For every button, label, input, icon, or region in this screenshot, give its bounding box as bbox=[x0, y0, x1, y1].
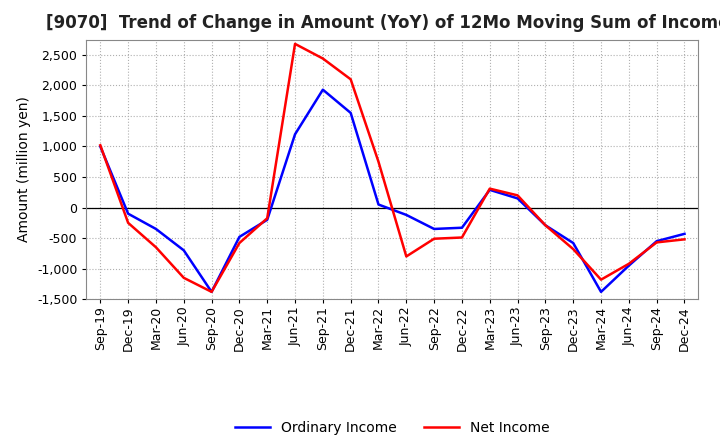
Ordinary Income bbox=[179, 248, 188, 253]
Net Income bbox=[207, 289, 216, 294]
Net Income bbox=[458, 235, 467, 240]
Net Income bbox=[485, 186, 494, 191]
Net Income bbox=[652, 240, 661, 245]
Ordinary Income bbox=[652, 238, 661, 244]
Net Income bbox=[374, 159, 383, 165]
Net Income bbox=[541, 223, 550, 228]
Net Income bbox=[263, 216, 271, 221]
Net Income bbox=[680, 237, 689, 242]
Title: [9070]  Trend of Change in Amount (YoY) of 12Mo Moving Sum of Incomes: [9070] Trend of Change in Amount (YoY) o… bbox=[45, 15, 720, 33]
Ordinary Income bbox=[513, 196, 522, 201]
Ordinary Income bbox=[291, 132, 300, 137]
Ordinary Income bbox=[235, 234, 243, 239]
Ordinary Income bbox=[263, 217, 271, 223]
Ordinary Income bbox=[346, 110, 355, 116]
Legend: Ordinary Income, Net Income: Ordinary Income, Net Income bbox=[230, 415, 555, 440]
Line: Net Income: Net Income bbox=[100, 44, 685, 292]
Ordinary Income bbox=[207, 289, 216, 294]
Net Income bbox=[318, 56, 327, 61]
Ordinary Income bbox=[152, 226, 161, 231]
Ordinary Income bbox=[96, 144, 104, 149]
Net Income bbox=[124, 220, 132, 225]
Line: Ordinary Income: Ordinary Income bbox=[100, 90, 685, 292]
Net Income bbox=[402, 254, 410, 259]
Ordinary Income bbox=[402, 212, 410, 217]
Y-axis label: Amount (million yen): Amount (million yen) bbox=[17, 96, 32, 242]
Ordinary Income bbox=[124, 211, 132, 216]
Net Income bbox=[430, 236, 438, 242]
Net Income bbox=[152, 245, 161, 250]
Net Income bbox=[96, 143, 104, 148]
Net Income bbox=[346, 77, 355, 82]
Ordinary Income bbox=[541, 223, 550, 228]
Net Income bbox=[597, 277, 606, 282]
Ordinary Income bbox=[485, 187, 494, 193]
Ordinary Income bbox=[458, 225, 467, 231]
Net Income bbox=[179, 275, 188, 280]
Ordinary Income bbox=[624, 263, 633, 268]
Net Income bbox=[291, 41, 300, 47]
Ordinary Income bbox=[318, 87, 327, 92]
Ordinary Income bbox=[597, 289, 606, 294]
Net Income bbox=[569, 246, 577, 252]
Ordinary Income bbox=[374, 202, 383, 207]
Net Income bbox=[513, 193, 522, 198]
Ordinary Income bbox=[569, 240, 577, 246]
Net Income bbox=[235, 240, 243, 246]
Net Income bbox=[624, 261, 633, 266]
Ordinary Income bbox=[430, 226, 438, 231]
Ordinary Income bbox=[680, 231, 689, 236]
